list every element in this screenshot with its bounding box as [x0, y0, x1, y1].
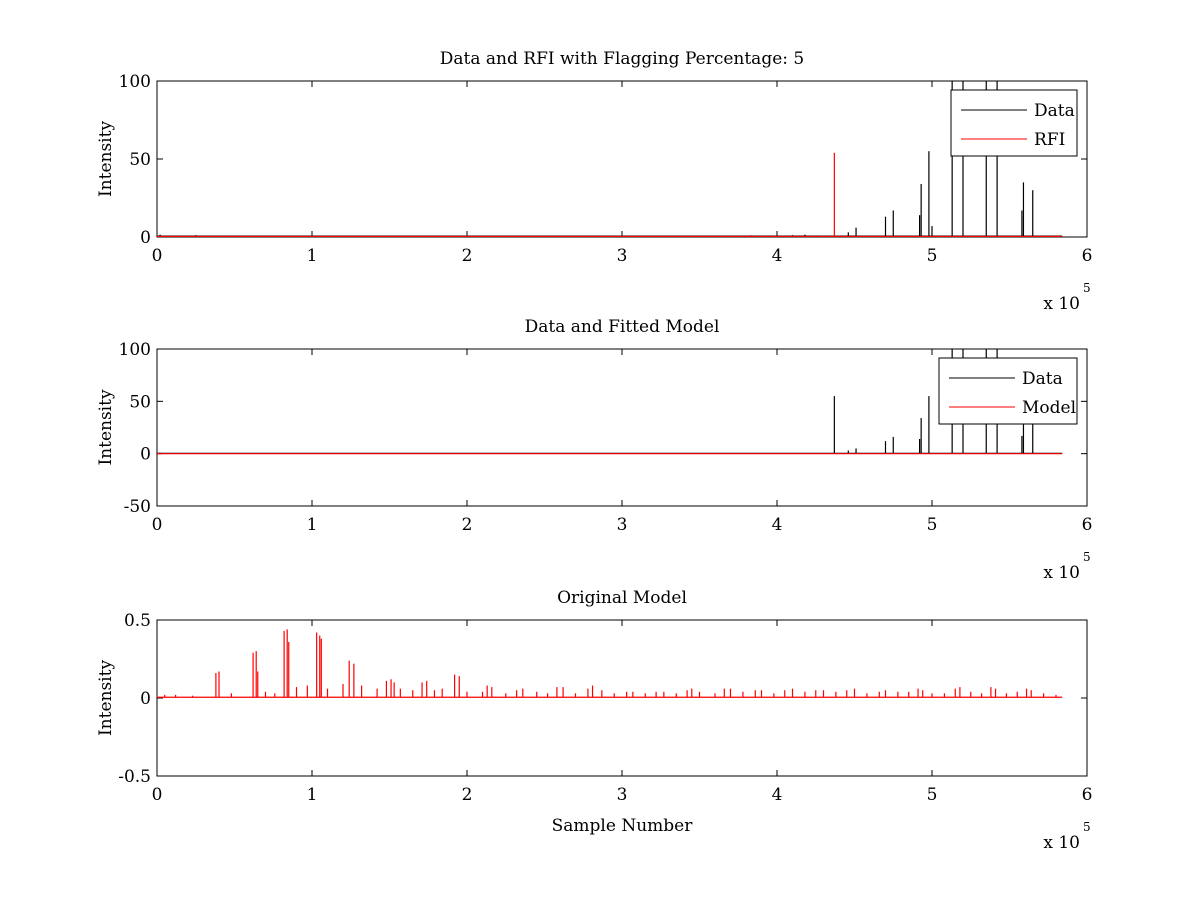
x-tick-label: 6 — [1082, 515, 1093, 535]
legend-box — [950, 89, 1078, 157]
x-multiplier-exponent: 5 — [1083, 550, 1091, 564]
series-model — [157, 629, 1063, 698]
x-tick-label: 5 — [927, 246, 938, 266]
chart-title: Original Model — [557, 588, 687, 608]
chart-title: Data and Fitted Model — [525, 317, 720, 337]
y-tick-label: 100 — [119, 340, 151, 360]
x-multiplier: x 10 — [1043, 294, 1080, 314]
y-tick-label: -50 — [124, 497, 151, 517]
plot-area — [157, 629, 1063, 698]
x-tick-label: 4 — [772, 785, 783, 805]
y-axis-label: Intensity — [96, 660, 116, 736]
chart-title: Data and RFI with Flagging Percentage: 5 — [440, 49, 804, 69]
x-tick-label: 3 — [617, 246, 628, 266]
x-multiplier-exponent: 5 — [1083, 281, 1091, 295]
y-tick-label: 0 — [140, 228, 151, 248]
y-tick-label: -0.5 — [118, 767, 151, 787]
y-axis-label: Intensity — [96, 389, 116, 465]
legend-entry: Model — [1022, 398, 1076, 418]
x-tick-label: 0 — [152, 785, 163, 805]
legend: Data Model — [938, 357, 1078, 425]
axes-frame — [156, 619, 1088, 777]
series-rfi — [157, 152, 1063, 237]
x-tick-label: 2 — [462, 246, 473, 266]
x-tick-label: 1 — [307, 785, 318, 805]
x-tick-label: 3 — [617, 785, 628, 805]
y-tick-label: 0 — [140, 689, 151, 709]
legend: Data RFI — [950, 89, 1078, 157]
series-data — [157, 81, 1063, 237]
plot-area — [157, 81, 1063, 237]
x-tick-label: 0 — [152, 246, 163, 266]
x-tick-label: 2 — [462, 785, 473, 805]
x-multiplier: x 10 — [1043, 833, 1080, 853]
axes-frame — [156, 80, 1088, 238]
legend-entry: RFI — [1034, 130, 1065, 150]
x-tick-label: 0 — [152, 515, 163, 535]
legend-entry: Data — [1022, 369, 1063, 389]
legend-box — [938, 357, 1078, 425]
x-tick-label: 5 — [927, 515, 938, 535]
x-tick-label: 1 — [307, 515, 318, 535]
x-tick-label: 4 — [772, 515, 783, 535]
series-data — [157, 349, 1063, 454]
y-tick-label: 0 — [140, 445, 151, 465]
plot-area — [157, 349, 1063, 455]
y-tick-label: 0.5 — [124, 611, 151, 631]
x-tick-label: 6 — [1082, 246, 1093, 266]
subplot-1: 0 1 2 3 4 5 6 0 50 100 Data and RFI with Flagging … — [96, 49, 1092, 314]
x-multiplier-exponent: 5 — [1083, 820, 1091, 834]
x-tick-label: 1 — [307, 246, 318, 266]
legend-entry: Data — [1034, 101, 1075, 121]
x-tick-label: 2 — [462, 515, 473, 535]
y-tick-label: 100 — [119, 72, 151, 92]
x-tick-label: 6 — [1082, 785, 1093, 805]
x-tick-label: 3 — [617, 515, 628, 535]
y-tick-label: 50 — [129, 150, 151, 170]
series-model — [157, 453, 1063, 455]
x-axis-label: Sample Number — [552, 816, 694, 836]
y-axis-label: Intensity — [96, 121, 116, 197]
x-tick-label: 5 — [927, 785, 938, 805]
x-multiplier: x 10 — [1043, 563, 1080, 583]
x-tick-label: 4 — [772, 246, 783, 266]
y-tick-label: 50 — [129, 392, 151, 412]
